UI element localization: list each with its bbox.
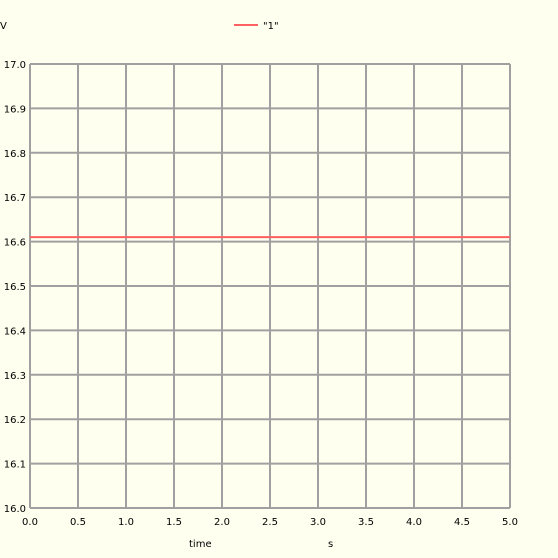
y-tick-label: 16.9 [4, 104, 26, 115]
y-tick-label: 16.4 [4, 326, 26, 337]
y-tick-labels: 16.0 16.1 16.2 16.3 16.4 16.5 16.6 16.7 16.8 16.9… [4, 60, 26, 515]
y-tick-label: 16.0 [4, 504, 26, 515]
x-tick-label: 4.0 [406, 517, 422, 528]
x-tick-label: 5.0 [502, 517, 518, 528]
y-tick-label: 17.0 [4, 60, 26, 71]
x-tick-label: 2.5 [262, 517, 278, 528]
x-tick-label: 3.5 [358, 517, 374, 528]
y-tick-label: 16.6 [4, 238, 26, 249]
y-axis-label: V [0, 21, 7, 32]
y-tick-label: 16.8 [4, 149, 26, 160]
x-tick-label: 2.0 [214, 517, 230, 528]
x-tick-label: 0.5 [70, 517, 86, 528]
y-tick-label: 16.5 [4, 282, 26, 293]
x-tick-label: 1.5 [166, 517, 182, 528]
x-tick-label: 1.0 [118, 517, 134, 528]
legend: "1" [234, 21, 279, 32]
x-axis-label: time [189, 539, 212, 550]
x-tick-label: 0.0 [22, 517, 38, 528]
y-tick-label: 16.3 [4, 371, 26, 382]
grid [29, 63, 511, 509]
x-tick-label: 3.0 [310, 517, 326, 528]
x-tick-label: 4.5 [454, 517, 470, 528]
y-tick-label: 16.7 [4, 193, 26, 204]
x-axis-unit: s [328, 539, 333, 550]
y-tick-label: 16.1 [4, 460, 26, 471]
legend-label-1: "1" [263, 21, 279, 32]
y-tick-label: 16.2 [4, 415, 26, 426]
x-tick-labels: 0.0 0.5 1.0 1.5 2.0 2.5 3.0 3.5 4.0 4.5 5.0 [22, 517, 518, 528]
